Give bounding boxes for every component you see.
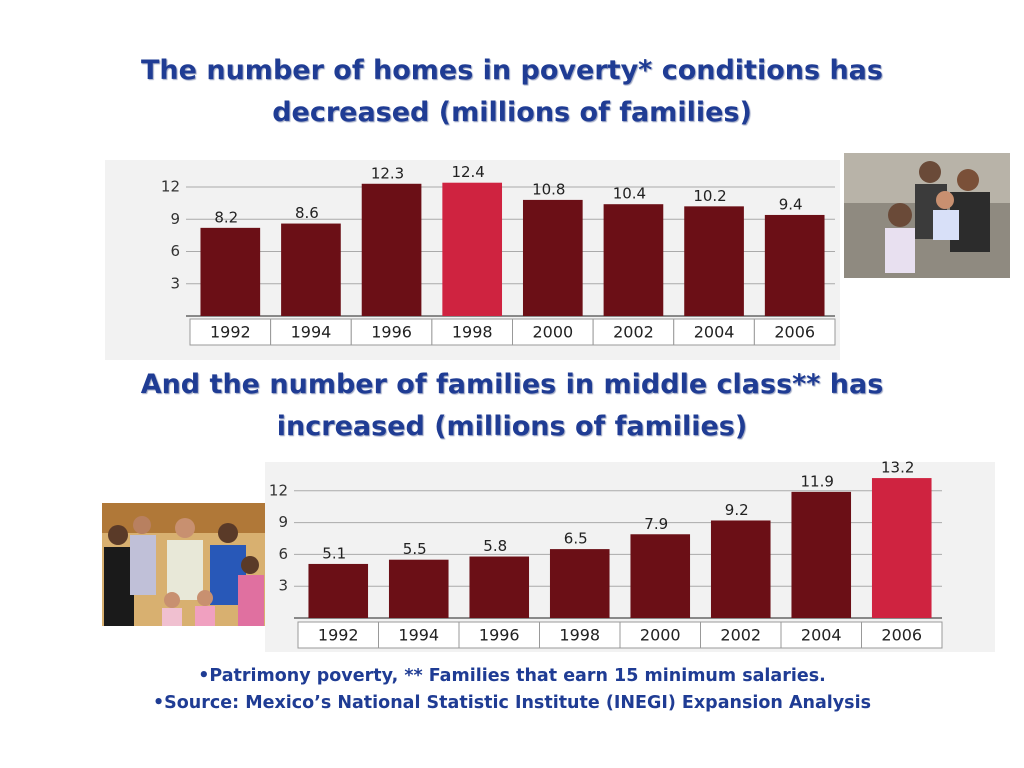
bar <box>630 534 691 618</box>
bar <box>710 520 771 618</box>
y-tick-label: 9 <box>278 513 288 531</box>
x-tick-label: 2004 <box>801 626 842 645</box>
chart-title: And the number of families in middle cla… <box>140 369 884 442</box>
x-tick-label: 2006 <box>774 323 815 342</box>
y-tick-label: 9 <box>170 210 180 228</box>
value-label: 10.4 <box>613 185 646 203</box>
x-tick-label: 2002 <box>613 323 654 342</box>
y-tick-label: 12 <box>161 178 180 196</box>
bar <box>281 223 341 316</box>
x-tick-label: 1996 <box>479 626 520 645</box>
y-tick-label: 3 <box>278 577 288 595</box>
value-label: 9.4 <box>779 195 803 213</box>
x-tick-label: 2002 <box>720 626 761 645</box>
category-box <box>861 621 943 649</box>
y-tick-label: 12 <box>269 481 288 499</box>
photo <box>844 153 1010 278</box>
value-label: 10.2 <box>693 187 726 205</box>
x-tick-label: 1996 <box>371 323 412 342</box>
bar <box>522 199 583 316</box>
category-box <box>270 318 352 346</box>
bar <box>549 549 610 618</box>
photo <box>102 503 265 626</box>
category-box <box>780 621 862 649</box>
value-label: 9.2 <box>725 501 749 519</box>
bar <box>388 559 449 618</box>
value-label: 10.8 <box>532 180 565 198</box>
y-tick-label: 3 <box>170 274 180 292</box>
x-tick-label: 1992 <box>318 626 359 645</box>
x-tick-label: 2000 <box>640 626 681 645</box>
value-label: 12.3 <box>371 164 404 182</box>
bar <box>442 182 503 316</box>
category-box <box>673 318 755 346</box>
y-tick-label: 6 <box>278 545 288 563</box>
value-label: 5.1 <box>322 544 346 562</box>
x-tick-label: 2000 <box>532 323 573 342</box>
category-box <box>753 318 836 346</box>
x-tick-label: 2004 <box>694 323 735 342</box>
category-box <box>539 621 621 649</box>
value-label: 13.2 <box>881 459 914 477</box>
x-tick-label: 1998 <box>559 626 600 645</box>
footnote: •Source: Mexico’s National Statistic Ins… <box>153 693 871 713</box>
value-label: 8.6 <box>295 204 319 222</box>
value-label: 5.5 <box>403 540 427 558</box>
value-label: 7.9 <box>644 515 668 533</box>
chart-title: The number of homes in poverty* conditio… <box>141 55 883 128</box>
category-box <box>378 621 460 649</box>
value-label: 11.9 <box>801 472 834 490</box>
bar <box>361 183 422 316</box>
bar <box>791 491 852 618</box>
value-label: 8.2 <box>214 208 238 226</box>
bar <box>308 563 369 618</box>
value-label: 5.8 <box>483 537 507 555</box>
category-box <box>431 318 513 346</box>
y-tick-label: 6 <box>170 242 180 260</box>
footnote: •Patrimony poverty, ** Families that ear… <box>198 666 826 686</box>
value-label: 6.5 <box>564 530 588 548</box>
bar <box>871 478 932 618</box>
x-tick-label: 1994 <box>291 323 332 342</box>
bar <box>469 556 530 618</box>
bar <box>200 227 261 316</box>
value-label: 12.4 <box>451 163 484 181</box>
category-box <box>297 621 379 649</box>
bar <box>764 214 825 316</box>
bar <box>603 204 664 316</box>
x-tick-label: 1994 <box>398 626 439 645</box>
bar <box>684 206 744 316</box>
x-tick-label: 2006 <box>881 626 922 645</box>
x-tick-label: 1992 <box>210 323 251 342</box>
category-box <box>592 318 675 346</box>
category-box <box>458 621 540 649</box>
x-tick-label: 1998 <box>452 323 493 342</box>
